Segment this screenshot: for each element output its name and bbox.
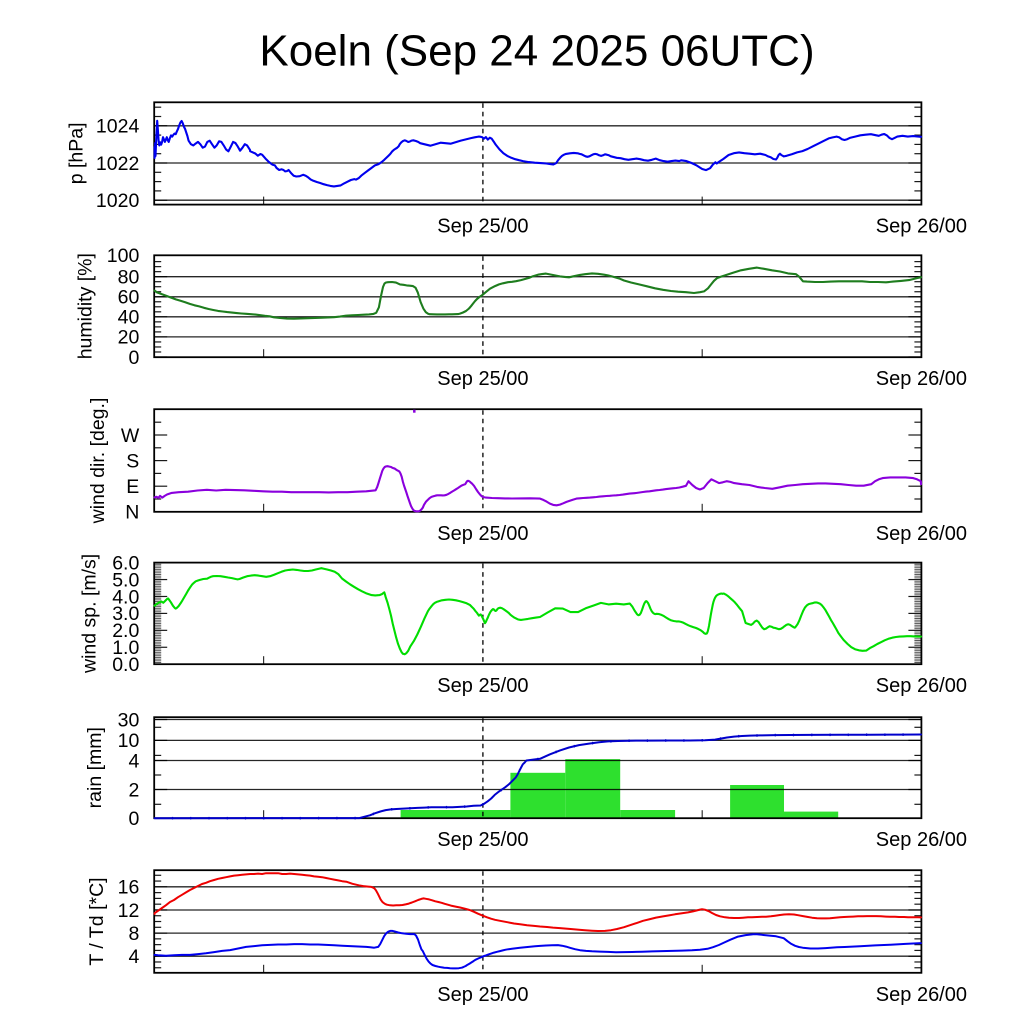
svg-text:4.0: 4.0: [112, 586, 139, 608]
svg-text:4: 4: [128, 750, 139, 772]
svg-text:Sep 26/00: Sep 26/00: [876, 216, 967, 238]
svg-text:10: 10: [118, 730, 140, 752]
svg-text:6.0: 6.0: [112, 552, 139, 574]
svg-text:Sep 26/00: Sep 26/00: [876, 523, 967, 545]
svg-text:E: E: [126, 476, 139, 498]
svg-text:2.0: 2.0: [112, 620, 139, 642]
svg-text:100: 100: [107, 245, 140, 267]
svg-text:1020: 1020: [96, 190, 140, 212]
svg-text:0: 0: [128, 808, 139, 830]
svg-text:1022: 1022: [96, 153, 139, 175]
svg-text:rain [mm]: rain [mm]: [84, 727, 106, 808]
svg-text:wind sp. [m/s]: wind sp. [m/s]: [79, 554, 101, 674]
svg-text:Sep 26/00: Sep 26/00: [876, 675, 967, 697]
svg-text:60: 60: [118, 287, 140, 309]
svg-text:Sep 25/00: Sep 25/00: [437, 523, 528, 545]
svg-text:2: 2: [128, 779, 139, 801]
svg-text:40: 40: [118, 307, 140, 329]
svg-text:p [hPa]: p [hPa]: [66, 123, 88, 185]
svg-text:N: N: [125, 502, 139, 524]
svg-text:S: S: [126, 450, 139, 472]
svg-text:12: 12: [118, 900, 140, 922]
svg-text:80: 80: [118, 267, 140, 289]
svg-text:Sep 25/00: Sep 25/00: [437, 984, 528, 1006]
svg-text:Sep 25/00: Sep 25/00: [437, 216, 528, 238]
svg-text:30: 30: [118, 709, 140, 731]
svg-text:T / Td [*C]: T / Td [*C]: [86, 877, 108, 965]
svg-text:16: 16: [118, 877, 140, 899]
svg-text:1.0: 1.0: [112, 637, 139, 659]
svg-text:4: 4: [128, 946, 139, 968]
svg-text:Sep 26/00: Sep 26/00: [876, 368, 967, 390]
svg-text:Sep 26/00: Sep 26/00: [876, 829, 967, 851]
svg-text:humidity [%]: humidity [%]: [74, 253, 96, 359]
svg-text:Sep 25/00: Sep 25/00: [437, 829, 528, 851]
svg-text:5.0: 5.0: [112, 569, 139, 591]
svg-text:W: W: [121, 425, 140, 447]
svg-text:Sep 26/00: Sep 26/00: [876, 984, 967, 1006]
svg-text:0: 0: [128, 347, 139, 369]
svg-text:8: 8: [128, 923, 139, 945]
svg-text:0.0: 0.0: [112, 654, 139, 676]
svg-text:Koeln (Sep 24 2025 06UTC): Koeln (Sep 24 2025 06UTC): [259, 27, 814, 76]
svg-text:Sep 25/00: Sep 25/00: [437, 368, 528, 390]
svg-text:Sep 25/00: Sep 25/00: [437, 675, 528, 697]
svg-text:3.0: 3.0: [112, 603, 139, 625]
svg-text:1024: 1024: [96, 116, 140, 138]
svg-text:20: 20: [118, 327, 140, 349]
svg-text:wind dir. [deg.]: wind dir. [deg.]: [87, 398, 109, 525]
